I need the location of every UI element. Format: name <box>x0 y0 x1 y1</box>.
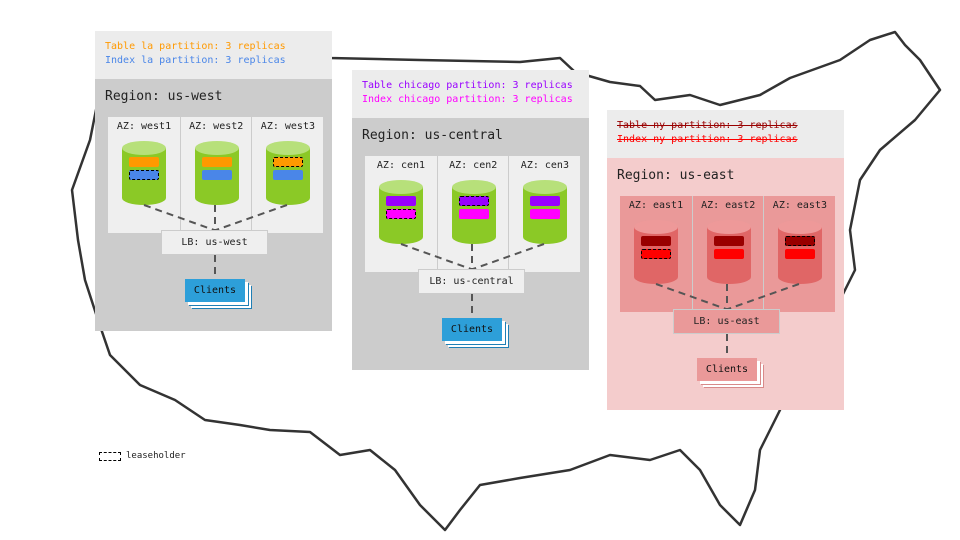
legend: leaseholder <box>99 451 186 461</box>
database-cylinder-icon <box>266 141 311 205</box>
az-label: AZ: west2 <box>189 121 244 132</box>
index-replica <box>785 249 816 259</box>
database-cylinder-icon <box>194 141 239 205</box>
az-label: AZ: east2 <box>701 200 756 211</box>
index-replica <box>458 209 489 219</box>
partition-line: Index la partition: 3 replicas <box>105 55 286 66</box>
az-label: AZ: west3 <box>260 121 315 132</box>
clients-box: Clients <box>185 279 245 302</box>
region-title: Region: us-east <box>617 168 735 183</box>
az-group: AZ: cen1 AZ: cen2 AZ: cen3 <box>365 156 580 272</box>
availability-zone: AZ: west1 <box>108 117 180 233</box>
az-group: AZ: west1 AZ: west2 AZ: west3 <box>108 117 323 233</box>
partition-header: Table la partition: 3 replicas Index la p… <box>95 31 332 79</box>
index-replica <box>386 209 416 219</box>
table-replica <box>641 236 671 246</box>
az-group: AZ: east1 AZ: east2 AZ: east3 <box>620 196 835 312</box>
database-cylinder-icon <box>634 220 678 284</box>
region-body: Region: us-central AZ: cen1 AZ: cen2 AZ:… <box>352 118 589 370</box>
table-replica <box>458 196 489 206</box>
partition-line: Index ny partition: 3 replicas <box>617 134 798 145</box>
partition-header: Table ny partition: 3 replicas Index ny p… <box>607 110 844 158</box>
load-balancer: LB: us-east <box>673 309 780 334</box>
index-replica <box>713 249 744 259</box>
database-cylinder-icon <box>451 180 496 244</box>
az-label: AZ: cen1 <box>376 160 426 171</box>
availability-zone: AZ: cen2 <box>436 156 509 272</box>
table-replica <box>785 236 816 246</box>
legend-label: leaseholder <box>126 451 186 461</box>
az-label: AZ: cen2 <box>449 160 498 171</box>
az-label: AZ: east3 <box>772 200 827 211</box>
partition-line: Index chicago partition: 3 replicas <box>362 94 573 105</box>
load-balancer: LB: us-west <box>161 230 268 255</box>
database-cylinder-icon <box>122 141 166 205</box>
database-cylinder-icon <box>778 220 823 284</box>
availability-zone: AZ: cen3 <box>508 156 580 272</box>
clients-box: Clients <box>697 358 757 381</box>
table-replica <box>201 157 232 167</box>
partition-line: Table ny partition: 3 replicas <box>617 120 798 131</box>
index-replica <box>201 170 232 180</box>
database-cylinder-icon <box>706 220 751 284</box>
availability-zone: AZ: west2 <box>179 117 252 233</box>
index-replica <box>273 170 304 180</box>
availability-zone: AZ: cen1 <box>365 156 437 272</box>
table-replica <box>273 157 304 167</box>
index-replica <box>129 170 159 180</box>
az-label: AZ: east1 <box>628 200 684 211</box>
table-replica <box>129 157 159 167</box>
availability-zone: AZ: west3 <box>251 117 323 233</box>
leaseholder-swatch-icon <box>99 451 121 461</box>
load-balancer: LB: us-central <box>418 269 525 294</box>
partition-line: Table la partition: 3 replicas <box>105 41 286 52</box>
partition-line: Table chicago partition: 3 replicas <box>362 80 573 91</box>
az-label: AZ: west1 <box>116 121 172 132</box>
availability-zone: AZ: east3 <box>763 196 835 312</box>
index-replica <box>530 209 561 219</box>
table-replica <box>713 236 744 246</box>
partition-header: Table chicago partition: 3 replicas Index… <box>352 70 589 118</box>
index-replica <box>641 249 671 259</box>
region-body: Region: us-west AZ: west1 AZ: west2 AZ: … <box>95 79 332 331</box>
availability-zone: AZ: east1 <box>620 196 692 312</box>
table-replica <box>530 196 561 206</box>
table-replica <box>386 196 416 206</box>
region-title: Region: us-central <box>362 128 503 143</box>
clients-box: Clients <box>442 318 502 341</box>
az-label: AZ: cen3 <box>520 160 569 171</box>
region-title: Region: us-west <box>105 89 223 104</box>
database-cylinder-icon <box>523 180 568 244</box>
availability-zone: AZ: east2 <box>691 196 764 312</box>
region-body: Region: us-east AZ: east1 AZ: east2 AZ: … <box>607 158 844 410</box>
database-cylinder-icon <box>379 180 423 244</box>
